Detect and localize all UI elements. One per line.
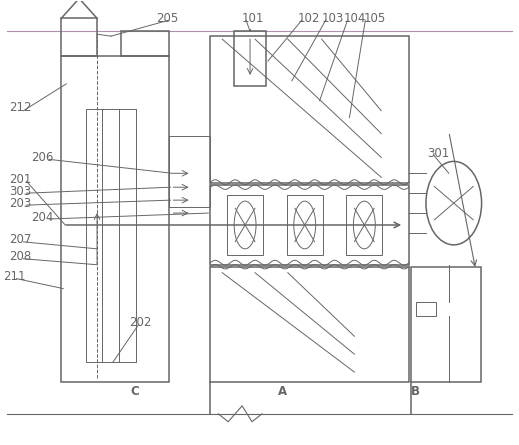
Bar — [61, 56, 169, 382]
Text: C: C — [131, 385, 140, 398]
Bar — [210, 185, 409, 265]
Text: 101: 101 — [242, 12, 265, 25]
Text: 201: 201 — [9, 173, 32, 186]
Text: 211: 211 — [4, 270, 26, 283]
Text: 202: 202 — [129, 316, 151, 329]
Text: A: A — [278, 385, 287, 398]
Text: 105: 105 — [363, 12, 386, 25]
Text: B: B — [411, 385, 420, 398]
Bar — [169, 136, 210, 207]
Text: 103: 103 — [322, 12, 344, 25]
Bar — [287, 195, 323, 255]
Text: 207: 207 — [9, 233, 32, 247]
Bar — [411, 267, 481, 382]
Bar — [86, 109, 136, 362]
Bar — [210, 36, 409, 183]
Text: 212: 212 — [9, 101, 32, 114]
Text: 205: 205 — [156, 12, 178, 25]
Text: 206: 206 — [32, 151, 54, 164]
Text: 203: 203 — [9, 197, 32, 210]
Bar — [234, 31, 266, 86]
Text: 301: 301 — [427, 147, 449, 160]
Text: 102: 102 — [298, 12, 320, 25]
Bar — [416, 303, 436, 316]
Text: 104: 104 — [344, 12, 366, 25]
Bar — [121, 31, 169, 56]
Bar — [347, 195, 382, 255]
Text: 303: 303 — [9, 185, 32, 198]
Bar — [227, 195, 263, 255]
Bar — [210, 267, 409, 382]
Text: 208: 208 — [9, 250, 32, 263]
Bar — [61, 18, 97, 56]
Text: 204: 204 — [32, 210, 54, 223]
